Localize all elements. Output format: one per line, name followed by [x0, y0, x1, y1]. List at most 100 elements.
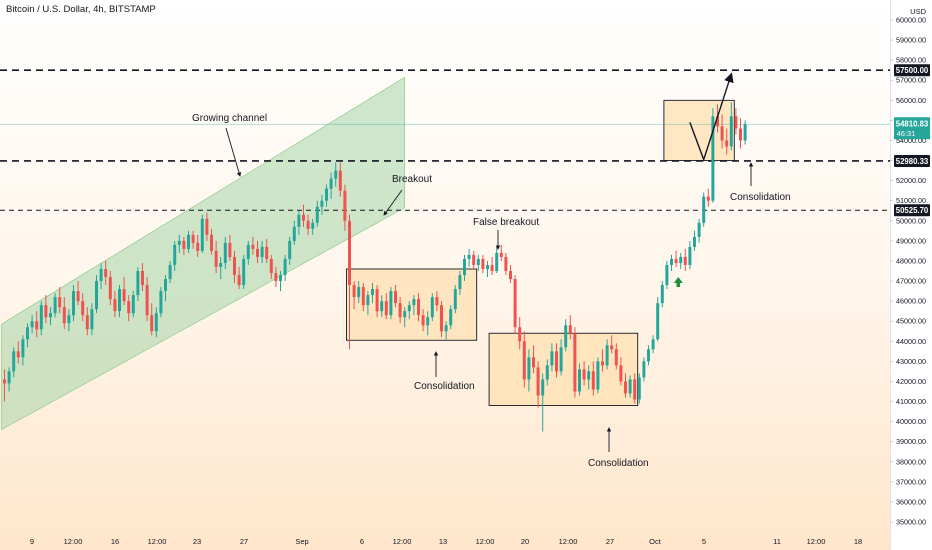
candle-body	[256, 248, 259, 257]
candle-body	[647, 349, 650, 362]
y-tick-label: 45000.00	[896, 317, 926, 326]
price-axis-background	[890, 0, 932, 550]
candle-body	[642, 361, 646, 378]
candle-body	[679, 256, 683, 263]
candle-body	[389, 291, 393, 316]
x-tick-label: 11	[773, 537, 781, 546]
candle-body	[173, 244, 177, 265]
candle-body	[210, 234, 213, 251]
candle-body	[670, 258, 673, 265]
candle-body	[145, 285, 149, 316]
candle-body	[559, 347, 563, 372]
candle-body	[320, 200, 324, 207]
candle-body	[371, 289, 374, 296]
candle-body	[334, 170, 338, 179]
y-tick-label: 43000.00	[896, 357, 926, 366]
candle-body	[242, 258, 246, 286]
candle-body	[366, 295, 370, 306]
candle-body	[716, 116, 719, 127]
candle-body	[458, 275, 462, 290]
candle-body	[67, 315, 71, 324]
candle-body	[95, 281, 98, 310]
current-price-label: 54810.83	[896, 120, 929, 129]
candle-body	[182, 240, 186, 249]
candle-body	[62, 307, 66, 324]
candle-body	[601, 361, 604, 366]
candle-body	[131, 295, 135, 314]
candle-body	[394, 291, 397, 304]
candle-body	[99, 268, 103, 282]
y-tick-label: 59000.00	[896, 36, 926, 45]
y-tick-label: 37000.00	[896, 477, 926, 486]
candle-body	[578, 369, 581, 392]
y-tick-label: 58000.00	[896, 56, 926, 65]
x-tick-label: 6	[360, 537, 364, 546]
candle-body	[352, 285, 356, 298]
x-tick-label: 12:00	[64, 537, 83, 546]
candle-body	[522, 341, 526, 380]
candle-body	[338, 170, 342, 191]
candle-body	[633, 379, 637, 400]
x-tick-label: 18	[854, 537, 862, 546]
candle-body	[596, 361, 600, 390]
candle-body	[486, 264, 489, 269]
candle-body	[214, 250, 218, 267]
candle-body	[605, 345, 609, 366]
candle-body	[504, 256, 508, 271]
label-consolidation: Consolidation	[414, 381, 475, 392]
candle-body	[3, 379, 6, 384]
label-breakout: Breakout	[392, 174, 432, 185]
candle-body	[136, 271, 140, 296]
y-tick-label: 42000.00	[896, 377, 926, 386]
candle-body	[26, 327, 29, 340]
candle-body	[440, 305, 443, 332]
candle-body	[725, 140, 729, 147]
candle-body	[430, 297, 434, 318]
candle-body	[412, 299, 416, 306]
x-tick-label: Sep	[295, 537, 308, 546]
candle-body	[228, 242, 232, 257]
current-price-label-bg	[894, 117, 930, 140]
candle-body	[660, 285, 664, 304]
candle-body	[550, 351, 554, 366]
candle-body	[407, 305, 411, 312]
candle-body	[453, 289, 457, 310]
candle-body	[697, 222, 701, 237]
candle-body	[555, 351, 558, 372]
candle-body	[472, 254, 476, 265]
y-tick-label: 56000.00	[896, 96, 926, 105]
candle-body	[490, 264, 494, 271]
y-tick-label: 38000.00	[896, 457, 926, 466]
candle-body	[49, 313, 52, 318]
candle-body	[693, 236, 696, 247]
candle-body	[44, 305, 48, 318]
price-line-label: 52980.33	[896, 157, 929, 166]
projection-arrow	[689, 72, 734, 162]
candle-body	[233, 256, 236, 276]
y-tick-label: 48000.00	[896, 256, 926, 265]
x-tick-label: 27	[606, 537, 614, 546]
y-tick-label: 47000.00	[896, 277, 926, 286]
y-tick-label: 35000.00	[896, 518, 926, 527]
candle-body	[104, 268, 108, 278]
candle-body	[200, 218, 204, 251]
candle-body	[361, 287, 365, 306]
y-tick-label: 50000.00	[896, 216, 926, 225]
candle-body	[223, 242, 227, 263]
y-tick-label: 41000.00	[896, 397, 926, 406]
candle-body	[311, 222, 315, 229]
candle-body	[463, 258, 466, 276]
candle-body	[527, 357, 531, 380]
candle-body	[637, 377, 641, 400]
consolidation-box	[346, 268, 478, 341]
candle-body	[674, 258, 678, 263]
candle-body	[624, 381, 627, 394]
candle-body	[357, 287, 361, 298]
candle-body	[435, 297, 439, 306]
candle-body	[734, 116, 738, 129]
candle-body	[127, 301, 131, 314]
candle-body	[297, 214, 301, 227]
candle-body	[21, 339, 25, 358]
candle-countdown: 46:31	[897, 129, 916, 138]
